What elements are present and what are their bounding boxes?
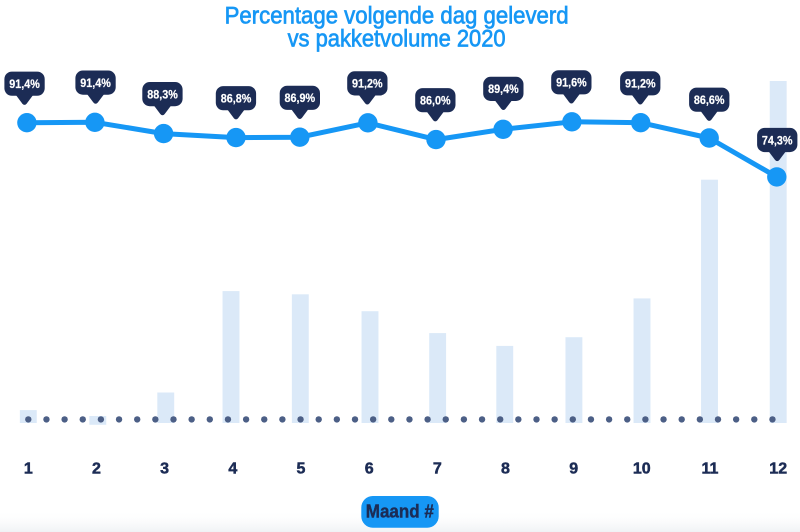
svg-text:89,4%: 89,4%: [488, 84, 519, 96]
svg-text:86,6%: 86,6%: [694, 95, 725, 107]
svg-text:74,3%: 74,3%: [762, 135, 793, 147]
svg-text:10: 10: [633, 460, 651, 477]
svg-text:3: 3: [160, 460, 169, 477]
svg-text:Percentage volgende dag geleve: Percentage volgende dag geleverd: [225, 2, 569, 29]
svg-text:1: 1: [24, 460, 33, 477]
svg-text:91,4%: 91,4%: [9, 79, 40, 91]
svg-text:91,4%: 91,4%: [80, 78, 111, 90]
svg-text:9: 9: [569, 460, 578, 477]
svg-text:2: 2: [92, 460, 101, 477]
svg-text:86,0%: 86,0%: [420, 96, 451, 108]
svg-text:7: 7: [433, 460, 442, 477]
svg-text:86,8%: 86,8%: [221, 94, 252, 106]
svg-text:86,9%: 86,9%: [285, 93, 316, 105]
svg-text:91,2%: 91,2%: [352, 79, 383, 91]
svg-text:11: 11: [702, 460, 719, 477]
svg-text:91,2%: 91,2%: [625, 79, 656, 91]
svg-text:vs pakketvolume 2020: vs pakketvolume 2020: [288, 25, 506, 52]
svg-text:12: 12: [769, 460, 787, 477]
svg-text:Maand #: Maand #: [366, 502, 434, 522]
svg-text:88,3%: 88,3%: [147, 89, 178, 101]
svg-text:8: 8: [501, 460, 510, 477]
svg-text:4: 4: [228, 460, 237, 477]
svg-text:5: 5: [297, 460, 306, 477]
svg-text:6: 6: [365, 460, 374, 477]
svg-text:91,6%: 91,6%: [556, 78, 587, 90]
